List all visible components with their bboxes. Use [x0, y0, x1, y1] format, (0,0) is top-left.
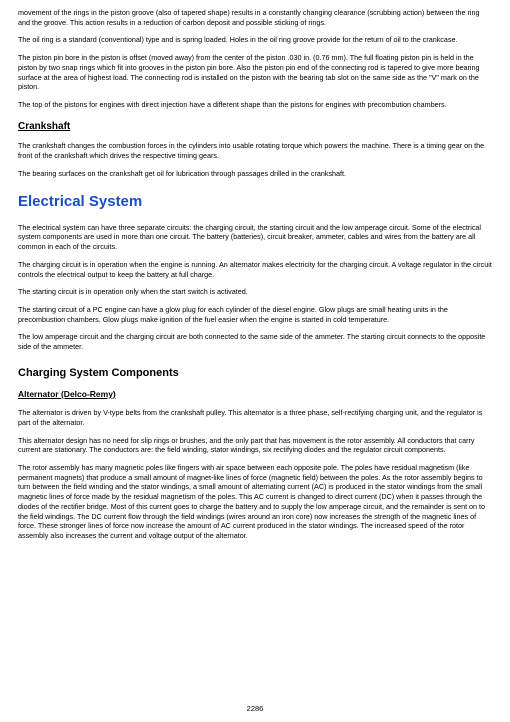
- body-paragraph: The oil ring is a standard (conventional…: [18, 35, 492, 45]
- body-paragraph: The piston pin bore in the piston is off…: [18, 53, 492, 92]
- heading-alternator-delco-remy: Alternator (Delco-Remy): [18, 389, 492, 400]
- body-paragraph: movement of the rings in the piston groo…: [18, 8, 492, 27]
- body-paragraph: The bearing surfaces on the crankshaft g…: [18, 169, 492, 179]
- body-paragraph: The low amperage circuit and the chargin…: [18, 332, 492, 351]
- heading-charging-system-components: Charging System Components: [18, 366, 492, 381]
- body-paragraph: The crankshaft changes the combustion fo…: [18, 141, 492, 160]
- body-paragraph: The top of the pistons for engines with …: [18, 100, 492, 110]
- body-paragraph: The electrical system can have three sep…: [18, 223, 492, 252]
- body-paragraph: The starting circuit is in operation onl…: [18, 287, 492, 297]
- body-paragraph: The charging circuit is in operation whe…: [18, 260, 492, 279]
- heading-electrical-system: Electrical System: [18, 192, 492, 212]
- body-paragraph: The alternator is driven by V-type belts…: [18, 408, 492, 427]
- heading-crankshaft: Crankshaft: [18, 120, 492, 134]
- body-paragraph: The rotor assembly has many magnetic pol…: [18, 463, 492, 541]
- body-paragraph: The starting circuit of a PC engine can …: [18, 305, 492, 324]
- body-paragraph: This alternator design has no need for s…: [18, 436, 492, 455]
- page-number: 2286: [0, 704, 510, 714]
